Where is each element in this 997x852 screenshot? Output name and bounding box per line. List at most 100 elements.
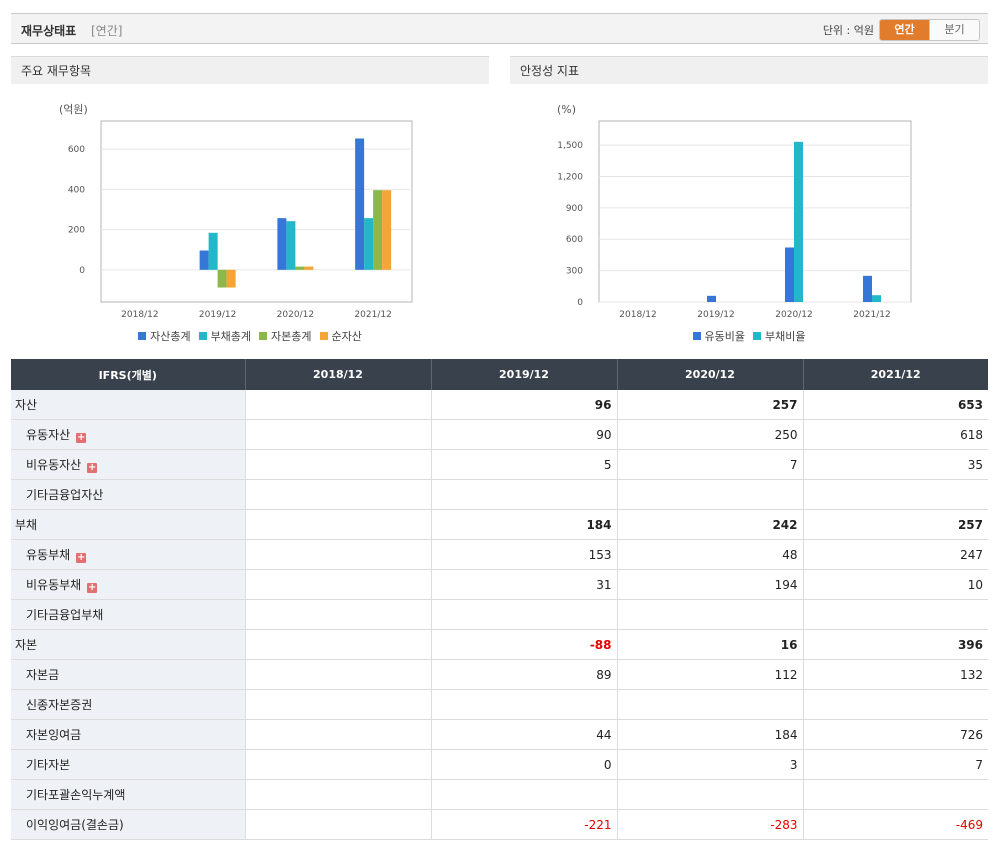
value-cell: -283 <box>616 809 803 840</box>
value-cell: 10 <box>802 569 988 600</box>
row-label-cell: 자본잉여금 <box>11 719 245 750</box>
value-cell: 653 <box>802 390 988 420</box>
table-row: 비유동부채 +31 194 10 <box>11 569 988 600</box>
value-cell: 31 <box>430 569 617 600</box>
value-cell: 396 <box>802 629 988 660</box>
plus-icon[interactable]: + <box>76 432 87 443</box>
value-cell: 257 <box>616 390 803 420</box>
value-cell <box>802 599 988 630</box>
tab-quarterly[interactable]: 분기 <box>929 20 979 40</box>
row-label-cell[interactable]: 유동부채 + <box>11 539 245 570</box>
legend-item: 부채총계 <box>198 330 252 343</box>
value-cell: 153 <box>430 539 617 570</box>
row-label: 자본 <box>15 638 38 652</box>
value-cell <box>244 659 431 690</box>
panel-title: 안정성 지표 <box>510 56 988 84</box>
x-tick-label: 2018/12 <box>619 310 656 320</box>
section-title: 재무상태표 <box>21 24 77 38</box>
value-cell: 132 <box>802 659 988 690</box>
legend-item: 자본총계 <box>259 330 312 343</box>
bar-자산총계 <box>355 138 365 270</box>
value-cell <box>616 599 803 630</box>
value-cell <box>244 689 431 720</box>
bar-부채총계 <box>286 221 296 270</box>
legend-label: 부채총계 <box>210 330 252 343</box>
x-tick-label: 2021/12 <box>354 310 391 320</box>
legend-swatch <box>138 332 147 340</box>
period-toggle: 연간 분기 <box>879 19 980 41</box>
value-cell <box>244 809 431 840</box>
bar-순자산 <box>226 269 236 288</box>
row-label: 비유동부채 <box>26 578 82 592</box>
plot-area <box>100 120 413 303</box>
row-label-cell: 기타포괄손익누계액 <box>11 779 245 810</box>
table-row: 자본금 89 112 132 <box>11 659 988 690</box>
table-row: 기타금융업자산 <box>11 479 988 510</box>
bar-자산총계 <box>277 218 287 270</box>
bar-자본총계 <box>217 269 227 288</box>
value-cell <box>244 629 431 660</box>
column-header: 2018/12 <box>244 359 431 390</box>
row-label-cell[interactable]: 유동자산 + <box>11 419 245 450</box>
value-cell <box>430 479 617 510</box>
row-label-cell: 자본금 <box>11 659 245 690</box>
legend-item: 자산총계 <box>138 330 191 343</box>
row-label-cell: 이익잉여금(결손금) <box>11 809 245 840</box>
tab-annual[interactable]: 연간 <box>880 20 929 40</box>
value-cell <box>802 479 988 510</box>
bar-자본총계 <box>373 190 383 270</box>
bar-부채비율 <box>872 295 881 302</box>
y-tick-label: 600 <box>68 145 85 155</box>
value-cell <box>244 390 431 420</box>
value-cell: 35 <box>802 449 988 480</box>
value-cell <box>430 689 617 720</box>
row-label: 유동자산 <box>26 428 71 442</box>
row-label-cell: 기타자본 <box>11 749 245 780</box>
row-label-cell[interactable]: 비유동부채 + <box>11 569 245 600</box>
key-items-chart: (억원) 0 200 400 600 2018/12 2019/12 2020/12 2021/… <box>59 103 413 320</box>
y-tick-label: 400 <box>68 185 85 195</box>
value-cell: 5 <box>430 449 617 480</box>
table-row: 부채 184 242 257 <box>11 509 988 540</box>
row-label-cell[interactable]: 비유동자산 + <box>11 449 245 480</box>
y-tick-label: 1,500 <box>557 141 583 151</box>
value-cell <box>616 479 803 510</box>
value-cell <box>616 689 803 720</box>
table-row: 유동자산 +90 250 618 <box>11 419 988 450</box>
value-cell: 184 <box>616 719 803 750</box>
value-cell: 726 <box>802 719 988 750</box>
y-tick-label: 0 <box>577 298 583 308</box>
table-row: 신종자본증권 <box>11 689 988 720</box>
table-row: 비유동자산 +5 7 35 <box>11 449 988 480</box>
plus-icon[interactable]: + <box>76 552 87 563</box>
unit-label: 단위 : 억원 <box>822 24 874 37</box>
chart-panel-key-items: 주요 재무항목 (억원) 0 200 400 600 2018/12 2019/12 2020… <box>11 56 489 354</box>
table-row: 자산 96 257 653 <box>11 390 988 420</box>
row-label: 이익잉여금(결손금) <box>26 818 124 832</box>
value-cell: 247 <box>802 539 988 570</box>
y-tick-label: 900 <box>566 204 583 214</box>
bar-부채비율 <box>794 141 803 302</box>
y-tick-label: 300 <box>566 267 583 277</box>
y-tick-label: 600 <box>566 235 583 245</box>
row-label: 자산 <box>15 398 38 412</box>
value-cell <box>244 449 431 480</box>
plot-area <box>598 120 912 303</box>
panel-title: 주요 재무항목 <box>11 56 489 84</box>
row-label-cell: 신종자본증권 <box>11 689 245 720</box>
value-cell: 194 <box>616 569 803 600</box>
row-label: 자본잉여금 <box>26 728 82 742</box>
legend-label: 유동비율 <box>704 330 745 343</box>
plus-icon[interactable]: + <box>87 462 98 473</box>
x-tick-label: 2020/12 <box>277 310 314 320</box>
value-cell: 89 <box>430 659 617 690</box>
bar-유동비율 <box>785 247 794 302</box>
value-cell <box>430 779 617 810</box>
x-tick-label: 2019/12 <box>697 310 734 320</box>
y-tick-label: 200 <box>68 226 85 236</box>
plus-icon[interactable]: + <box>87 582 98 593</box>
value-cell: 7 <box>802 749 988 780</box>
legend-item: 유동비율 <box>692 330 745 343</box>
balance-sheet-table: IFRS(개별) 2018/12 2019/12 2020/12 2021/12… <box>11 359 988 840</box>
legend-label: 자산총계 <box>150 330 191 343</box>
